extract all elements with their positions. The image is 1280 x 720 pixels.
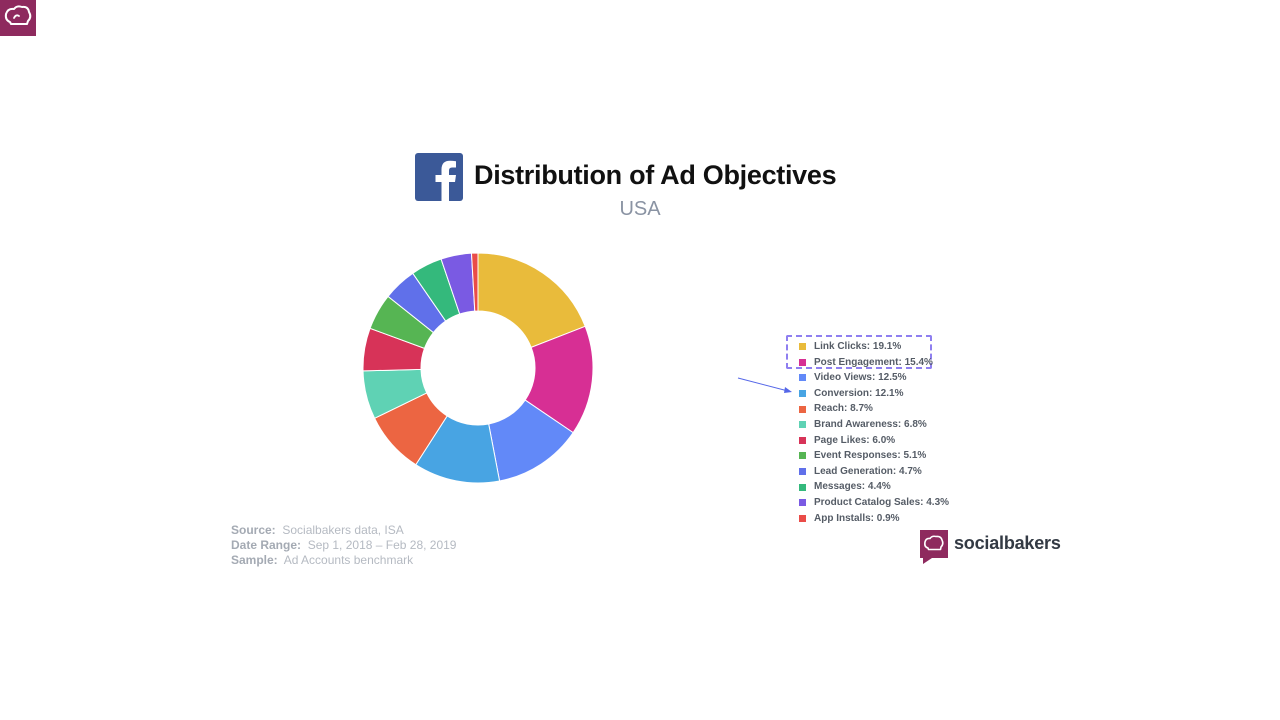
- highlight-annotation-box: [786, 335, 932, 369]
- legend-label: Conversion: 12.1%: [814, 387, 904, 399]
- legend-swatch: [799, 405, 806, 413]
- sample-label: Sample:: [231, 553, 278, 567]
- legend-swatch: [799, 374, 806, 382]
- legend-item: Reach: 8.7%: [799, 401, 949, 417]
- chart-legend: Link Clicks: 19.1% Post Engagement: 15.4%…: [799, 339, 949, 526]
- legend-item: Brand Awareness: 6.8%: [799, 417, 949, 433]
- legend-swatch: [799, 483, 806, 491]
- chart-title: Distribution of Ad Objectives: [474, 160, 837, 190]
- legend-label: Lead Generation: 4.7%: [814, 465, 922, 477]
- legend-label: App Installs: 0.9%: [814, 512, 900, 524]
- annotation-arrow: [737, 377, 792, 393]
- sample-line: Sample: Ad Accounts benchmark: [231, 553, 456, 568]
- legend-item: Conversion: 12.1%: [799, 386, 949, 402]
- date-range-value: Sep 1, 2018 – Feb 28, 2019: [307, 538, 457, 552]
- sample-value: Ad Accounts benchmark: [283, 553, 414, 567]
- legend-item: Product Catalog Sales: 4.3%: [799, 495, 949, 511]
- legend-swatch: [799, 421, 806, 429]
- legend-swatch: [799, 452, 806, 460]
- legend-swatch: [799, 358, 806, 366]
- legend-swatch: [799, 390, 806, 398]
- legend-label: Product Catalog Sales: 4.3%: [814, 496, 950, 508]
- facebook-icon: [415, 153, 463, 201]
- legend-swatch: [799, 514, 806, 522]
- source-value: Socialbakers data, ISA: [282, 523, 404, 537]
- source-label: Source:: [231, 523, 276, 537]
- legend-item: Messages: 4.4%: [799, 479, 949, 495]
- legend-label: Video Views: 12.5%: [814, 372, 907, 384]
- donut-slice-app-installs: [470, 252, 479, 312]
- legend-item: Post Engagement: 15.4%: [799, 355, 949, 371]
- legend-label: Brand Awareness: 6.8%: [814, 418, 927, 430]
- legend-swatch: [799, 436, 806, 444]
- legend-item: Lead Generation: 4.7%: [799, 464, 949, 480]
- socialbakers-corner-logo-icon: [0, 0, 36, 36]
- source-line: Source: Socialbakers data, ISA: [231, 523, 456, 538]
- legend-swatch: [799, 343, 806, 351]
- donut-chart: [362, 252, 594, 484]
- legend-swatch: [799, 468, 806, 476]
- legend-label: Post Engagement: 15.4%: [814, 356, 933, 368]
- legend-item: Video Views: 12.5%: [799, 370, 949, 386]
- socialbakers-logo-icon: [920, 530, 948, 564]
- donut-slice-link-clicks: [477, 252, 586, 348]
- legend-label: Link Clicks: 19.1%: [814, 341, 902, 352]
- legend-item: Event Responses: 5.1%: [799, 448, 949, 464]
- legend-label: Messages: 4.4%: [814, 481, 891, 493]
- legend-swatch: [799, 499, 806, 507]
- legend-label: Page Likes: 6.0%: [814, 434, 896, 446]
- brand-name: socialbakers: [954, 533, 1061, 553]
- legend-label: Event Responses: 5.1%: [814, 450, 927, 462]
- date-range-label: Date Range:: [231, 538, 302, 552]
- legend-label: Reach: 8.7%: [814, 403, 873, 415]
- legend-item: Page Likes: 6.0%: [799, 433, 949, 449]
- chart-subtitle: USA: [619, 198, 661, 220]
- legend-item: App Installs: 0.9%: [799, 511, 949, 527]
- date-range-line: Date Range: Sep 1, 2018 – Feb 28, 2019: [231, 538, 456, 553]
- legend-item: Link Clicks: 19.1%: [799, 339, 949, 355]
- source-notes: Source: Socialbakers data, ISA Date Rang…: [231, 523, 456, 568]
